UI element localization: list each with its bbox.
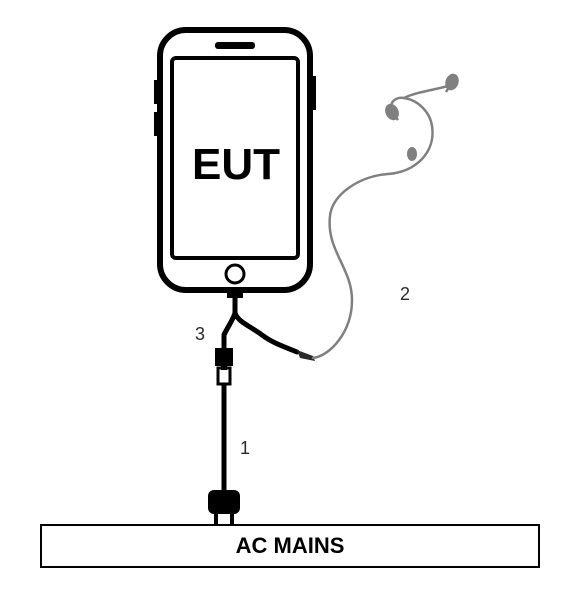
diagram-stage: EUT 1 2 3 AC MAINS xyxy=(0,0,583,600)
callout-1: 1 xyxy=(240,438,250,459)
phone-label-eut: EUT xyxy=(192,140,280,190)
audio-jack xyxy=(297,350,315,361)
ac-mains-box: AC MAINS xyxy=(40,524,540,568)
diagram-svg xyxy=(0,0,583,600)
callout-3: 3 xyxy=(195,324,205,345)
ac-mains-label: AC MAINS xyxy=(236,533,345,559)
splitter-adapter xyxy=(224,298,297,352)
callout-2: 2 xyxy=(400,284,410,305)
earphones xyxy=(313,86,448,358)
splitter-hub xyxy=(215,348,233,366)
power-cable xyxy=(208,364,240,524)
earbuds xyxy=(383,72,460,121)
earphone-ferrite xyxy=(407,147,417,161)
